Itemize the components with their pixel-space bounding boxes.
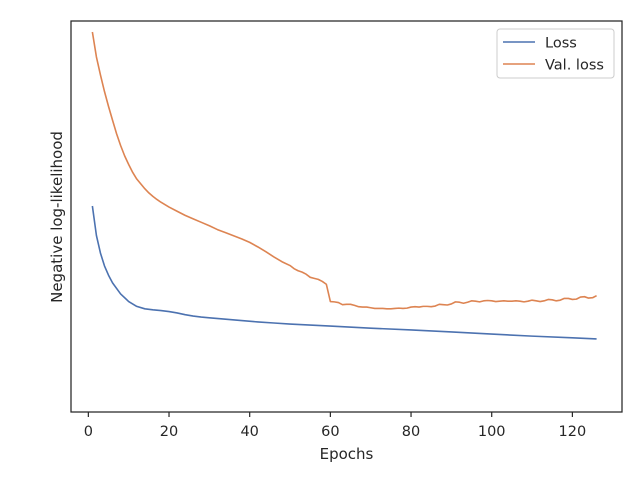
x-axis-label: Epochs xyxy=(320,445,374,463)
legend-label-val-loss: Val. loss xyxy=(545,58,604,74)
x-tick-label: 20 xyxy=(160,424,178,440)
x-tick-label: 80 xyxy=(402,424,420,440)
x-tick-label: 0 xyxy=(84,424,93,440)
plot-area: 0 20 40 60 80 100 120 xyxy=(70,20,623,440)
x-tick-label: 120 xyxy=(559,424,587,440)
x-tick-label: 100 xyxy=(478,424,506,440)
series-line-loss xyxy=(91,205,597,340)
legend: Loss Val. loss xyxy=(496,28,615,79)
axes-frame xyxy=(70,20,623,413)
legend-label-loss: Loss xyxy=(545,36,577,52)
y-axis-label: Negative log-likelihood xyxy=(48,131,66,303)
x-tick-label: 40 xyxy=(240,424,258,440)
series-lines xyxy=(91,31,597,340)
x-tick-label: 60 xyxy=(321,424,339,440)
x-axis-ticks: 0 20 40 60 80 100 120 xyxy=(84,412,587,440)
series-line-val-loss xyxy=(91,31,597,310)
